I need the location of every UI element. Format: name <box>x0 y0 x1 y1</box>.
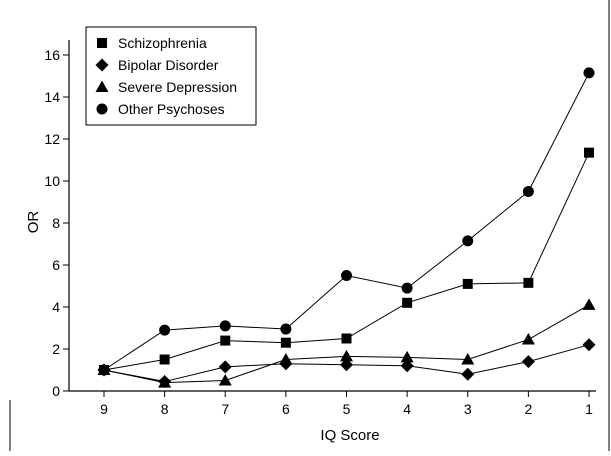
legend-box <box>85 26 257 126</box>
y-tick-label: 10 <box>44 173 60 189</box>
data-point-severe-depression <box>400 350 414 363</box>
y-tick-label: 0 <box>52 383 60 399</box>
data-point-schizophrenia <box>220 335 231 346</box>
data-point-bipolar-disorder <box>521 355 535 369</box>
legend-marker-schizophrenia <box>97 38 107 48</box>
legend-label-schizophrenia: Schizophrenia <box>118 35 207 51</box>
y-tick-label: 14 <box>44 89 60 105</box>
data-point-severe-depression <box>582 298 596 310</box>
y-tick-label: 2 <box>52 341 60 357</box>
legend-label-other-psychoses: Other Psychoses <box>118 101 225 117</box>
legend-marker-severe-depression <box>95 80 109 92</box>
legend-label-severe-depression: Severe Depression <box>118 79 237 95</box>
data-point-severe-depression <box>158 376 172 388</box>
data-point-schizophrenia <box>584 147 594 158</box>
data-point-bipolar-disorder <box>461 367 475 381</box>
data-point-schizophrenia <box>462 278 473 289</box>
data-point-other-psychoses <box>401 282 413 294</box>
data-point-severe-depression <box>461 353 475 365</box>
axes: 0 2 4 6 8 10 12 14 16 9 8 7 6 5 4 3 2 1 OR IQ Score <box>25 40 596 444</box>
x-ticks: 9 8 7 6 5 4 3 2 1 <box>100 391 593 417</box>
data-point-schizophrenia <box>280 337 291 348</box>
x-tick-label: 3 <box>464 401 472 417</box>
y-tick-label: 8 <box>52 215 60 231</box>
data-point-schizophrenia <box>523 277 534 288</box>
data-point-severe-depression <box>340 349 353 362</box>
data-point-schizophrenia <box>159 354 170 365</box>
legend-marker-other-psychoses <box>96 103 108 115</box>
y-ticks: 0 2 4 6 8 10 12 14 16 <box>44 47 69 399</box>
data-point-other-psychoses <box>341 270 352 281</box>
y-tick-label: 4 <box>52 299 60 315</box>
data-point-bipolar-disorder <box>340 358 353 372</box>
data-point-severe-depression <box>279 353 293 365</box>
data-point-other-psychoses <box>159 324 171 336</box>
data-point-bipolar-disorder <box>218 360 232 374</box>
legend-label-bipolar-disorder: Bipolar Disorder <box>118 57 219 73</box>
y-tick-label: 6 <box>52 257 60 273</box>
data-point-other-psychoses <box>280 323 292 335</box>
data-point-severe-depression <box>218 374 232 386</box>
x-tick-label: 5 <box>343 401 351 417</box>
x-tick-label: 9 <box>100 401 108 417</box>
data-point-schizophrenia <box>341 333 352 344</box>
plot-markers <box>97 67 596 389</box>
x-tick-label: 4 <box>403 401 411 417</box>
x-tick-label: 7 <box>221 401 229 417</box>
x-tick-label: 2 <box>524 401 532 417</box>
x-tick-label: 6 <box>282 401 290 417</box>
data-point-other-psychoses <box>522 186 534 197</box>
data-point-other-psychoses <box>583 67 595 79</box>
data-point-other-psychoses <box>219 320 231 332</box>
legend: Schizophrenia Bipolar Disorder Severe Depr… <box>85 26 257 126</box>
legend-marker-bipolar-disorder <box>95 58 109 72</box>
data-point-schizophrenia <box>402 297 413 308</box>
y-tick-label: 16 <box>44 47 60 63</box>
legend-entries: Schizophrenia Bipolar Disorder Severe Depr… <box>95 35 237 117</box>
data-point-other-psychoses <box>98 364 110 376</box>
y-axis-label: OR <box>25 211 42 234</box>
y-tick-label: 12 <box>44 131 60 147</box>
x-tick-label: 8 <box>161 401 169 417</box>
data-point-other-psychoses <box>462 235 474 247</box>
x-axis-label: IQ Score <box>320 427 379 444</box>
data-point-bipolar-disorder <box>400 359 414 373</box>
x-tick-label: 1 <box>585 401 593 417</box>
data-point-bipolar-disorder <box>582 338 596 352</box>
data-point-severe-depression <box>521 333 535 345</box>
